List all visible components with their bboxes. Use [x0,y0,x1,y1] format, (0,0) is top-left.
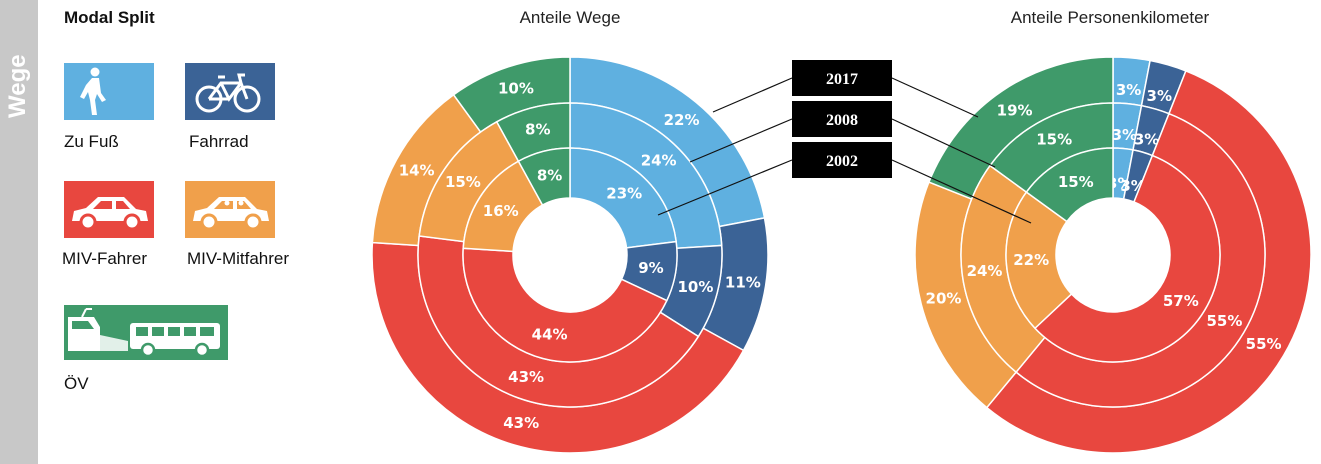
value-label-2017-mivm: 14% [399,162,435,180]
value-label-2008-rad: 3% [1134,130,1159,148]
segment-2002-oev [517,147,571,207]
value-label-2002-fuss: 23% [606,184,642,202]
value-label-2002-mivf: 44% [532,325,568,343]
value-label-2017-mivf: 43% [503,414,539,432]
value-label-2008-mivm: 24% [967,262,1003,280]
donut-personenkilometer: 3% 3%55%20%19%3%3%55%24%15%3%3%57%22%15% [914,56,1312,454]
legend-label-mivf: MIV-Fahrer [62,249,148,268]
year-callouts: 2017 2008 2002 [657,60,1032,224]
value-label-2017-rad: 11% [725,273,761,291]
value-label-2008-mivm: 15% [445,173,481,191]
chart-title-wege: Anteile Wege [520,8,621,27]
year-label-2017: 2017 [826,71,858,88]
value-label-2017-oev: 19% [997,101,1033,119]
car-icon [64,181,154,238]
value-label-2017-fuss: 3% [1116,81,1141,99]
donut-wege: 22% 11% 43% 14% 10% 24% 10% 43% 15% 8% 23% 9% 44% 16%… [371,56,769,454]
leader-line-left-2008 [689,118,793,163]
value-label-2002-mivm: 22% [1013,251,1049,269]
train-bus-icon [64,305,228,360]
pedestrian-icon [64,63,154,120]
legend-title: Modal Split [64,8,155,27]
bicycle-icon [185,63,275,120]
value-label-2017-fuss: 22% [664,111,700,129]
year-label-2008: 2008 [826,112,858,129]
year-box-2008 [792,101,892,137]
year-box-2017 [792,60,892,96]
chart-title-pkm: Anteile Personenkilometer [1011,8,1210,27]
value-label-2017-oev: 10% [498,80,534,98]
value-label-2008-mivf: 55% [1207,312,1243,330]
value-label-2008-oev: 15% [1036,131,1072,149]
car-passengers-icon [185,181,275,238]
year-box-2002 [792,142,892,178]
value-label-2008-fuss: 24% [641,152,677,170]
legend-label-rad: Fahrrad [189,132,249,151]
leader-line-right-2002 [891,159,1032,224]
segment-2002-oev [1025,147,1114,223]
value-label-2008-mivf: 43% [508,368,544,386]
leader-line-right-2017 [891,77,979,118]
segment-2002-mivf [462,247,668,363]
value-label-2002-rad: 9% [638,259,663,277]
legend-label-mivm: MIV-Mitfahrer [187,249,290,268]
segment-2002-mivf [1033,154,1221,363]
value-label-2008-oev: 8% [525,121,550,139]
leader-line-right-2008 [891,118,996,168]
sidebar-band: Wege [0,0,38,464]
leader-line-left-2017 [712,77,793,113]
legend-label-fuss: Zu Fuß [64,132,119,151]
value-label-2017-rad: 3% [1147,87,1172,105]
segment-2002-mivm [1005,191,1073,330]
year-label-2002: 2002 [826,153,858,170]
value-label-2008-rad: 10% [677,278,713,296]
value-label-2008-fuss: 3% [1112,126,1137,144]
leader-line-left-2002 [657,159,793,216]
value-label-2017-mivm: 20% [926,290,962,308]
value-label-2002-oev: 8% [537,167,562,185]
value-label-2002-mivm: 16% [483,202,519,220]
value-label-2002-oev: 15% [1058,173,1094,191]
value-label-2017-mivf: 55% [1246,335,1282,353]
value-label-2002-mivf: 57% [1163,292,1199,310]
legend-label-oev: ÖV [64,374,89,393]
